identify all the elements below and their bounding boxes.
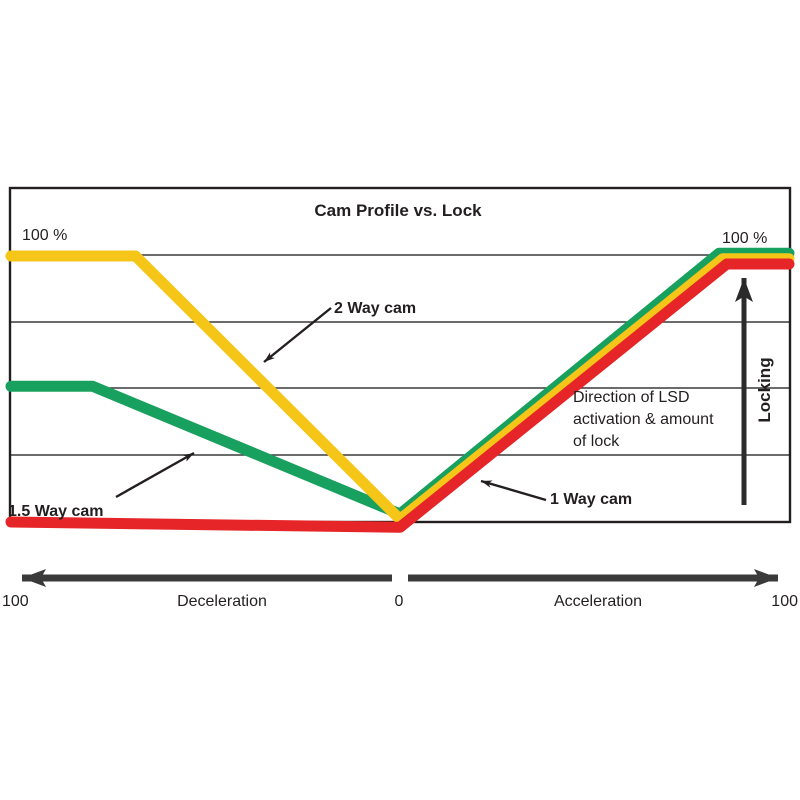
callout-1-5-way-cam: 1.5 Way cam [8,451,195,520]
locking-label: Locking [755,357,774,422]
lsd-direction-note: Direction of LSD activation & amount of … [573,389,714,450]
callout-1-way-cam-arrow [480,479,547,502]
chart-title: Cam Profile vs. Lock [314,201,482,220]
label-100-percent-right: 100 % [722,230,767,247]
callout-2-way-cam: 2 Way cam [263,300,416,363]
callout-2-way-cam-arrow [263,307,332,363]
axis-tick-left-100: 100 [2,593,29,610]
label-100-percent-left: 100 % [22,227,67,244]
plot-background [10,188,790,522]
callout-2-way-cam-label: 2 Way cam [334,300,416,317]
bottom-axis: 100 Deceleration 0 Acceleration 100 [2,569,798,610]
callout-1-way-cam: 1 Way cam [480,479,632,508]
axis-tick-center-0: 0 [395,593,404,610]
lsd-note-line-1: Direction of LSD [573,389,690,406]
callout-1-way-cam-label: 1 Way cam [550,491,632,508]
lsd-note-line-2: activation & amount [573,411,714,428]
series-line-1-way-cam [5,258,795,533]
axis-label-acceleration: Acceleration [554,593,642,610]
axis-tick-right-100: 100 [771,593,798,610]
lsd-note-line-3: of lock [573,433,620,450]
locking-indicator: Locking [735,278,774,505]
axis-label-deceleration: Deceleration [177,593,267,610]
callout-1-5-way-cam-label: 1.5 Way cam [8,503,103,520]
callout-1-5-way-cam-arrow [115,451,195,499]
